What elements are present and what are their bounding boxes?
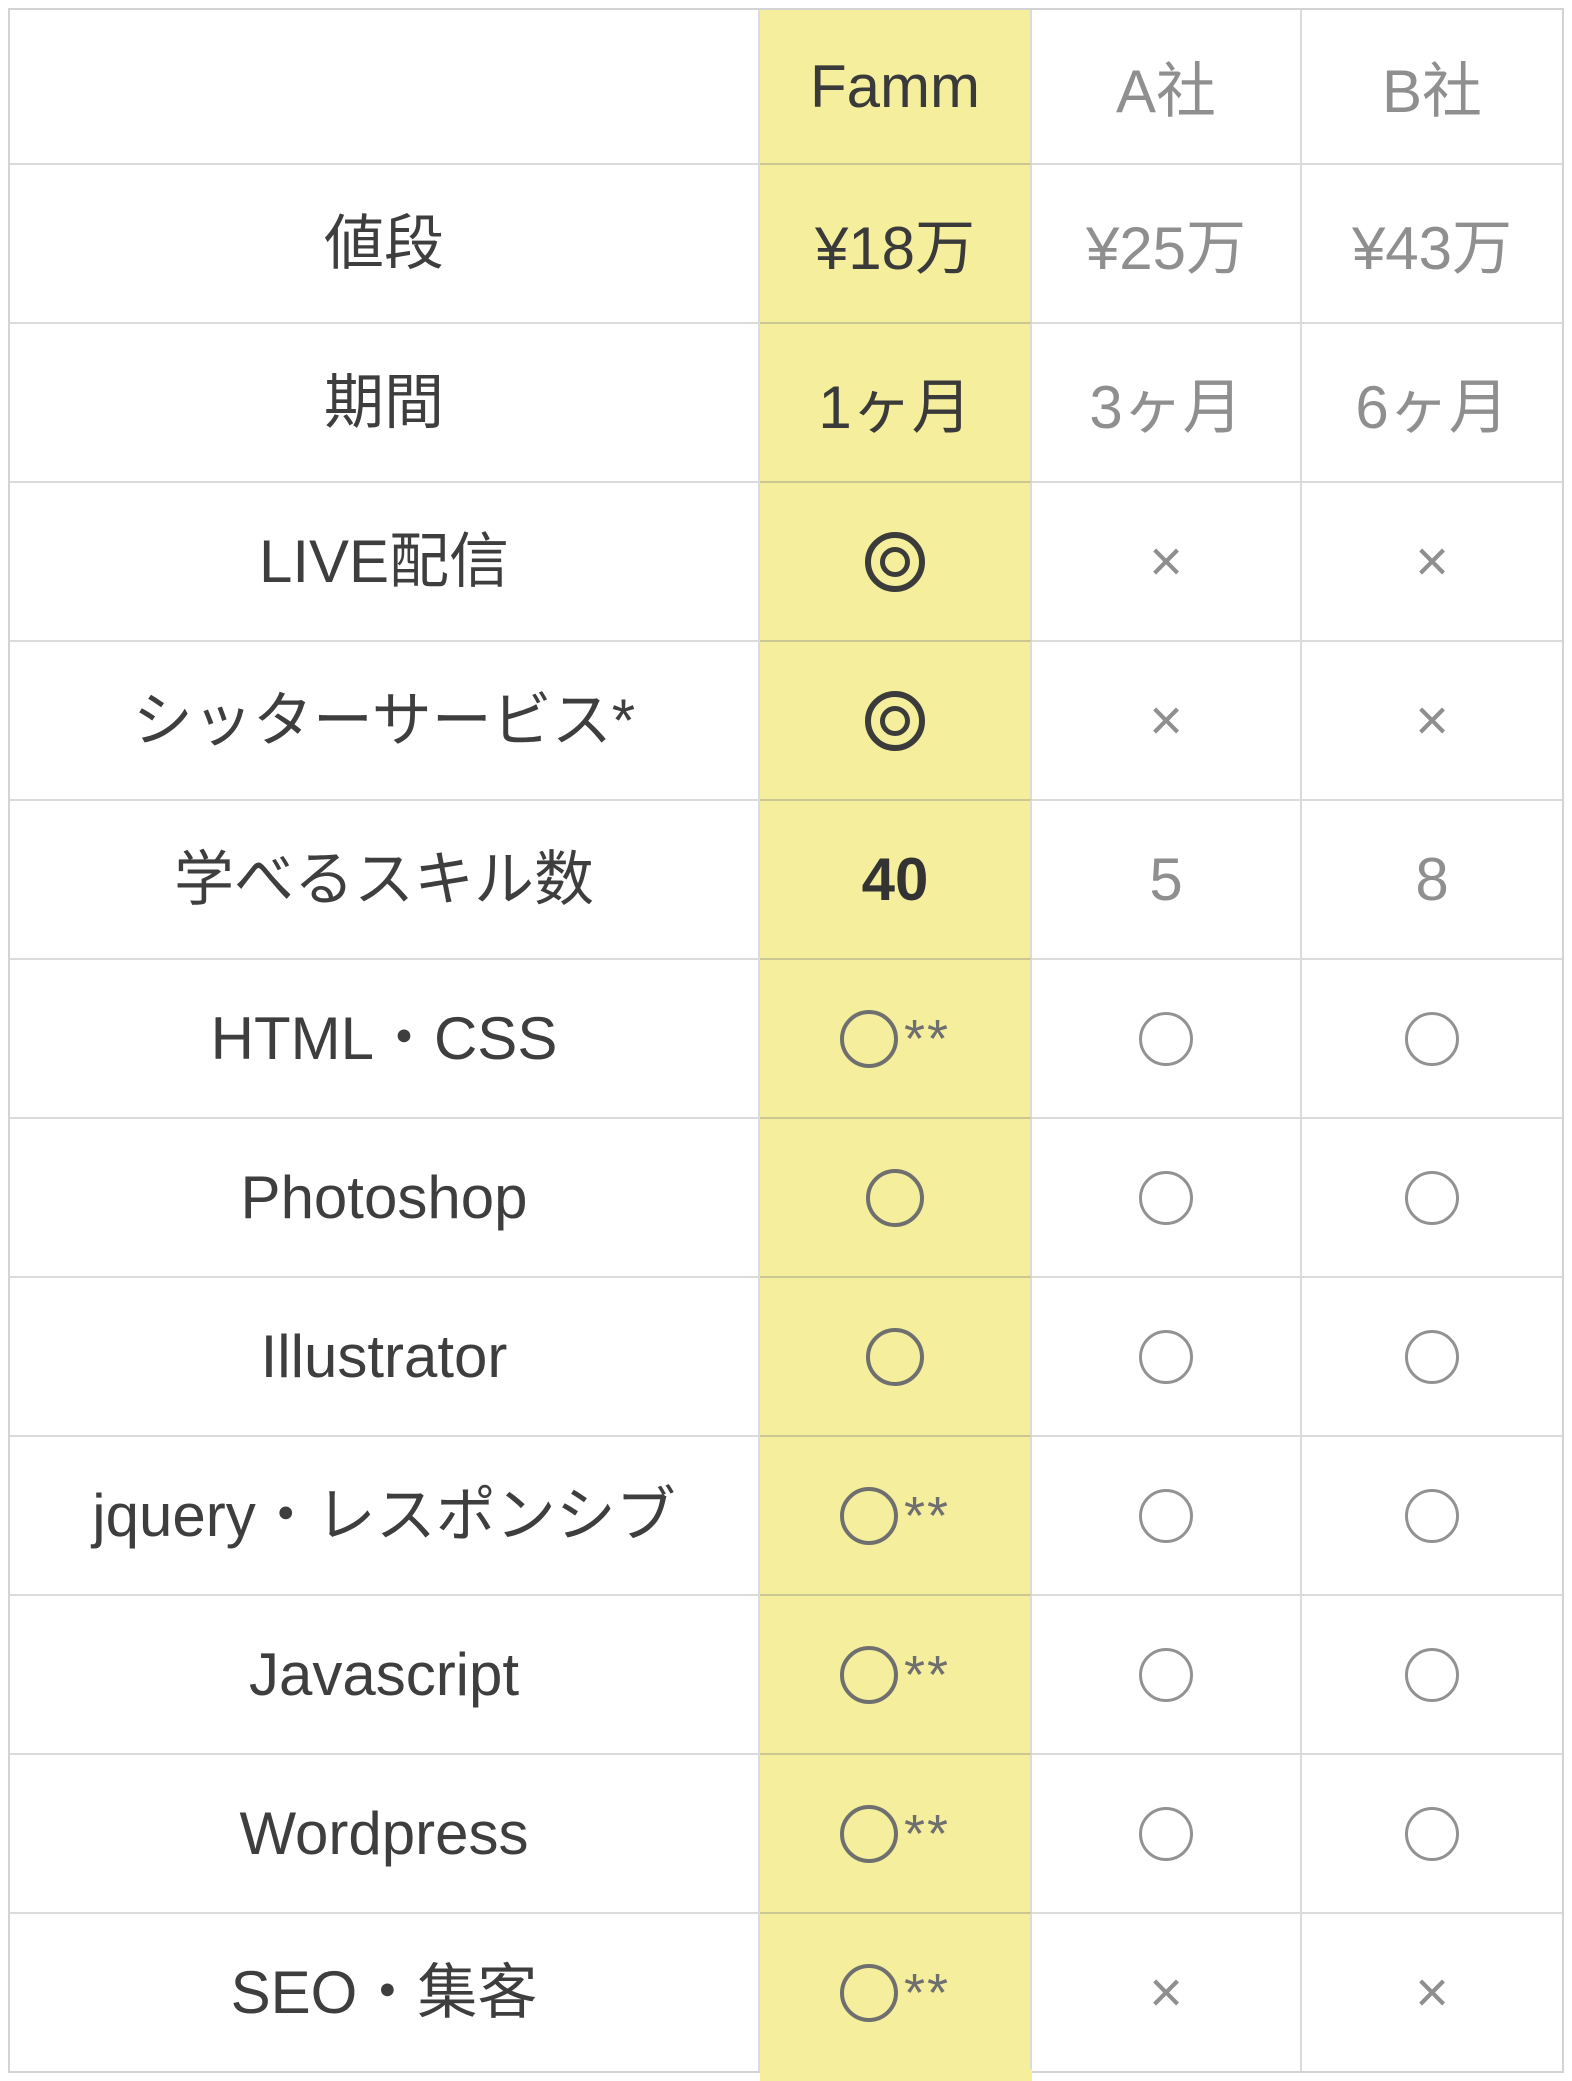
famm-cell-photoshop bbox=[760, 1117, 1032, 1276]
a-cell-wordpress bbox=[1032, 1753, 1302, 1912]
circle-icon bbox=[1139, 1329, 1193, 1384]
b-cell-sitter: × bbox=[1302, 640, 1562, 799]
row-label-photoshop: Photoshop bbox=[10, 1117, 760, 1276]
row-label-htmlcss: HTML・CSS bbox=[10, 958, 760, 1117]
a-cell-seo: × bbox=[1032, 1912, 1302, 2071]
a-cell-sitter: × bbox=[1032, 640, 1302, 799]
cross-icon: × bbox=[1415, 687, 1449, 753]
double-asterisk: ** bbox=[903, 1485, 951, 1546]
a-cell-skills: 5 bbox=[1032, 799, 1302, 958]
header-company-b: B社 bbox=[1302, 10, 1562, 163]
circle-icon bbox=[1405, 1011, 1459, 1066]
double-asterisk: ** bbox=[903, 1008, 951, 1069]
row-label-illustrator: Illustrator bbox=[10, 1276, 760, 1435]
cross-icon: × bbox=[1149, 687, 1183, 753]
row-label-seo: SEO・集客 bbox=[10, 1912, 760, 2071]
b-cell-illustrator bbox=[1302, 1276, 1562, 1435]
cross-icon: × bbox=[1149, 1959, 1183, 2025]
a-cell-jquery bbox=[1032, 1435, 1302, 1594]
header-company-a: A社 bbox=[1032, 10, 1302, 163]
a-cell-photoshop bbox=[1032, 1117, 1302, 1276]
famm-column-bleed bbox=[760, 2069, 1032, 2081]
b-cell-seo: × bbox=[1302, 1912, 1562, 2071]
cross-icon: × bbox=[1415, 528, 1449, 594]
a-cell-htmlcss bbox=[1032, 958, 1302, 1117]
double-asterisk: ** bbox=[903, 1962, 951, 2023]
famm-cell-jquery: ** bbox=[760, 1435, 1032, 1594]
column-title: B社 bbox=[1381, 58, 1483, 125]
b-cell-price: ¥43万 bbox=[1302, 163, 1562, 322]
header-famm: Famm bbox=[760, 10, 1032, 163]
b-cell-jquery bbox=[1302, 1435, 1562, 1594]
row-label-duration: 期間 bbox=[10, 322, 760, 481]
double-circle-icon bbox=[865, 531, 925, 592]
row-label-sitter: シッターサービス* bbox=[10, 640, 760, 799]
circle-icon bbox=[1405, 1329, 1459, 1384]
row-label-skills: 学べるスキル数 bbox=[10, 799, 760, 958]
header-empty-cell bbox=[10, 10, 760, 163]
circle-icon bbox=[839, 1645, 898, 1704]
b-cell-htmlcss bbox=[1302, 958, 1562, 1117]
famm-cell-seo: ** bbox=[760, 1912, 1032, 2071]
circle-icon bbox=[866, 1168, 924, 1227]
column-title: A社 bbox=[1115, 58, 1217, 125]
famm-cell-skills: 40 bbox=[760, 799, 1032, 958]
famm-cell-javascript: ** bbox=[760, 1594, 1032, 1753]
a-cell-live: × bbox=[1032, 481, 1302, 640]
row-label-live: LIVE配信 bbox=[10, 481, 760, 640]
cross-icon: × bbox=[1415, 1959, 1449, 2025]
a-cell-duration: 3ヶ月 bbox=[1032, 322, 1302, 481]
circle-icon bbox=[866, 1327, 924, 1386]
circle-icon bbox=[1139, 1488, 1193, 1543]
famm-cell-duration: 1ヶ月 bbox=[760, 322, 1032, 481]
b-cell-live: × bbox=[1302, 481, 1562, 640]
row-label-javascript: Javascript bbox=[10, 1594, 760, 1753]
famm-cell-wordpress: ** bbox=[760, 1753, 1032, 1912]
famm-cell-sitter bbox=[760, 640, 1032, 799]
circle-icon bbox=[839, 1486, 898, 1545]
circle-icon bbox=[1405, 1806, 1459, 1861]
b-cell-wordpress bbox=[1302, 1753, 1562, 1912]
circle-icon bbox=[1405, 1488, 1459, 1543]
b-cell-javascript bbox=[1302, 1594, 1562, 1753]
a-cell-price: ¥25万 bbox=[1032, 163, 1302, 322]
circle-icon bbox=[1139, 1806, 1193, 1861]
b-cell-photoshop bbox=[1302, 1117, 1562, 1276]
circle-icon bbox=[1139, 1011, 1193, 1066]
cross-icon: × bbox=[1149, 528, 1183, 594]
a-cell-illustrator bbox=[1032, 1276, 1302, 1435]
circle-icon bbox=[1139, 1647, 1193, 1702]
famm-cell-live bbox=[760, 481, 1032, 640]
famm-cell-htmlcss: ** bbox=[760, 958, 1032, 1117]
circle-icon bbox=[1139, 1170, 1193, 1225]
row-label-price: 値段 bbox=[10, 163, 760, 322]
double-asterisk: ** bbox=[903, 1644, 951, 1705]
comparison-table: Famm A社 B社 値段 ¥18万 ¥25万 ¥43万 期間 1ヶ月 3ヶ月 … bbox=[8, 8, 1564, 2073]
row-label-jquery: jquery・レスポンシブ bbox=[10, 1435, 760, 1594]
circle-icon bbox=[1405, 1647, 1459, 1702]
b-cell-skills: 8 bbox=[1302, 799, 1562, 958]
famm-cell-illustrator bbox=[760, 1276, 1032, 1435]
row-label-wordpress: Wordpress bbox=[10, 1753, 760, 1912]
circle-icon bbox=[1405, 1170, 1459, 1225]
double-circle-icon bbox=[865, 690, 925, 751]
famm-cell-price: ¥18万 bbox=[760, 163, 1032, 322]
b-cell-duration: 6ヶ月 bbox=[1302, 322, 1562, 481]
column-title: Famm bbox=[810, 53, 980, 120]
a-cell-javascript bbox=[1032, 1594, 1302, 1753]
double-asterisk: ** bbox=[903, 1803, 951, 1864]
circle-icon bbox=[839, 1963, 898, 2022]
circle-icon bbox=[839, 1009, 898, 1068]
circle-icon bbox=[839, 1804, 898, 1863]
